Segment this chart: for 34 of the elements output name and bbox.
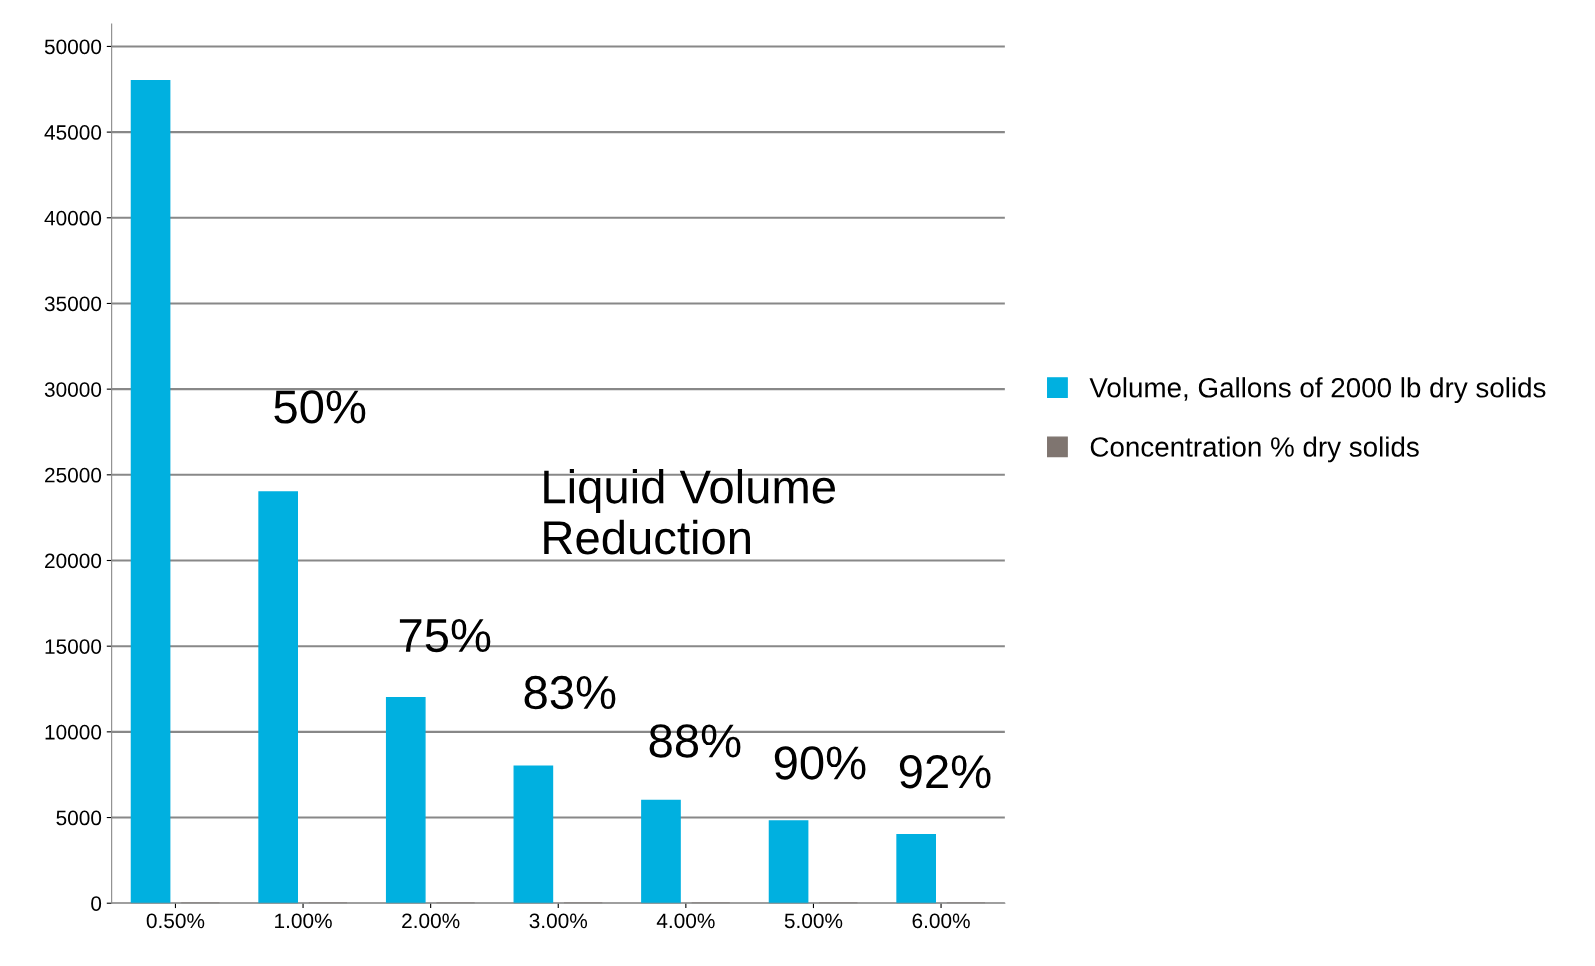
annotation: 75% xyxy=(399,618,491,653)
bar xyxy=(896,833,937,904)
y-tick-label: 5000 xyxy=(56,810,102,826)
y-tick-label: 25000 xyxy=(45,467,102,483)
annotation: 88% xyxy=(649,724,741,758)
annotation: Liquid Volume Reduction xyxy=(544,468,835,555)
legend-label: Volume, Gallons of 2000 lb dry solids xyxy=(1089,377,1546,404)
bar xyxy=(513,765,554,904)
annotation: 92% xyxy=(899,754,991,789)
x-tick-label: 4.00% xyxy=(656,913,715,929)
bar xyxy=(130,80,171,904)
bar xyxy=(641,799,681,904)
bar xyxy=(385,696,426,904)
annotation: 50% xyxy=(274,390,366,424)
y-tick-label: 35000 xyxy=(44,296,102,312)
y-tick-label: 45000 xyxy=(44,125,102,140)
y-tick-label: 30000 xyxy=(44,382,102,397)
x-tick-label: 0.50% xyxy=(146,913,205,929)
annotation: 83% xyxy=(524,675,616,710)
y-tick-label: 40000 xyxy=(44,210,102,226)
y-tick-label: 50000 xyxy=(44,39,102,55)
x-tick-label: 1.00% xyxy=(275,913,332,929)
x-tick-label: 5.00% xyxy=(784,913,843,929)
y-tick-label: 10000 xyxy=(45,724,102,740)
x-tick-label: 6.00% xyxy=(912,913,970,929)
bar xyxy=(768,820,809,904)
annotation: 90% xyxy=(774,746,866,780)
x-tick-label: 3.00% xyxy=(529,913,588,929)
y-tick-label: 0 xyxy=(91,896,102,911)
y-tick-label: 20000 xyxy=(45,553,102,569)
legend-label: Concentration % dry solids xyxy=(1090,436,1419,463)
bar xyxy=(258,491,299,904)
y-tick-label: 15000 xyxy=(45,639,102,654)
x-tick-label: 2.00% xyxy=(402,913,460,929)
